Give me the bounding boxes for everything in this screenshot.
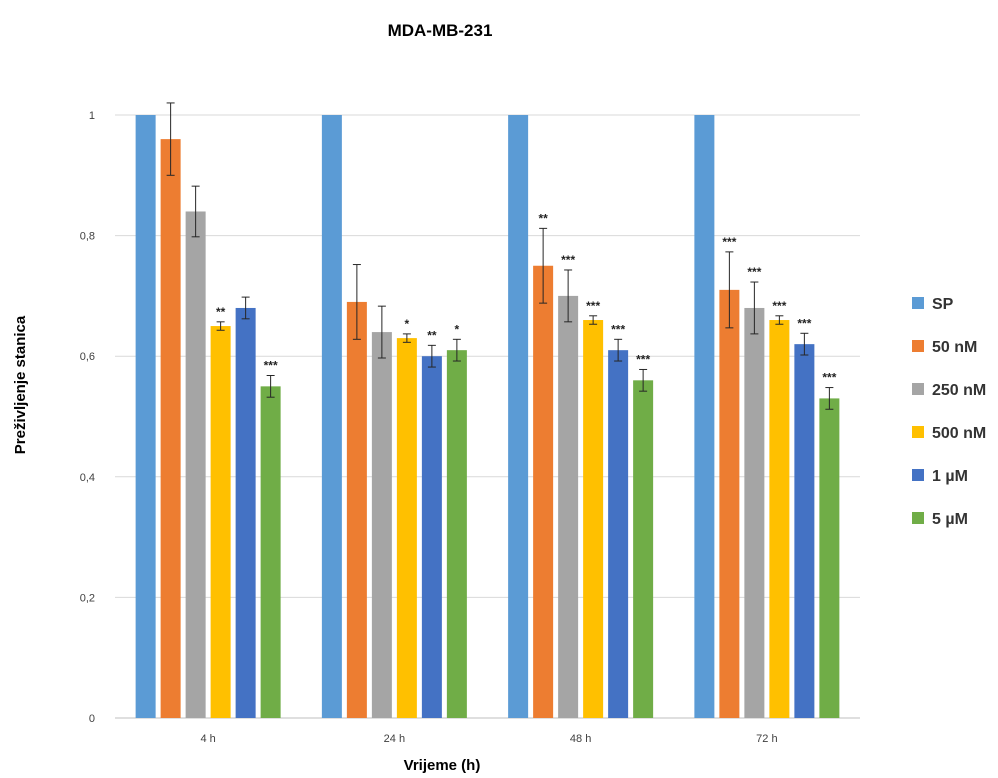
- y-axis-ticks: 0 0,2 0,4 0,6 0,8 1: [80, 110, 95, 725]
- bar: [210, 326, 231, 718]
- legend-swatch: [912, 297, 924, 309]
- bar: [396, 338, 417, 718]
- significance-label: *: [455, 322, 460, 336]
- significance-label: ***: [747, 265, 761, 279]
- legend-swatch: [912, 340, 924, 352]
- bar: [508, 115, 529, 718]
- legend-label: SP: [932, 296, 954, 313]
- significance-label: **: [216, 305, 226, 319]
- y-axis-title: Preživljenje stanica: [12, 315, 29, 454]
- significance-label: ***: [586, 299, 600, 313]
- legend-label: 50 nM: [932, 339, 977, 356]
- significance-label: ***: [822, 371, 836, 385]
- x-axis-title: Vrijeme (h): [404, 757, 481, 774]
- legend-item: 5 µM: [912, 511, 968, 528]
- bar: [633, 380, 654, 718]
- bar: [421, 356, 442, 718]
- bars: [135, 115, 840, 719]
- bar: [694, 115, 715, 718]
- x-tick-label: 48 h: [570, 733, 591, 745]
- y-tick-label: 0,4: [80, 472, 95, 484]
- bar: [719, 289, 740, 718]
- x-tick-label: 72 h: [756, 733, 777, 745]
- bar: [533, 265, 554, 718]
- legend-label: 500 nM: [932, 425, 986, 442]
- bar: [446, 350, 467, 718]
- legend-item: 250 nM: [912, 382, 986, 399]
- legend: SP 50 nM 250 nM 500 nM 1 µM 5 µM: [912, 296, 986, 528]
- y-tick-label: 0,2: [80, 592, 95, 604]
- legend-item: 50 nM: [912, 339, 977, 356]
- significance-label: ***: [561, 253, 575, 267]
- significance-label: ***: [636, 352, 650, 366]
- bar: [260, 386, 281, 718]
- significance-labels: ******** ******************************: [216, 211, 837, 384]
- y-tick-label: 1: [89, 110, 95, 122]
- bar: [160, 139, 181, 718]
- bar: [608, 350, 629, 718]
- bar: [135, 115, 156, 718]
- significance-label: ***: [611, 322, 625, 336]
- significance-label: *: [405, 317, 410, 331]
- significance-label: **: [538, 211, 548, 225]
- legend-swatch: [912, 383, 924, 395]
- x-axis-ticks: 4 h 24 h 48 h 72 h: [200, 733, 777, 745]
- significance-label: ***: [797, 316, 811, 330]
- legend-label: 250 nM: [932, 382, 986, 399]
- legend-swatch: [912, 469, 924, 481]
- significance-label: ***: [722, 235, 736, 249]
- bar: [583, 320, 604, 718]
- legend-label: 1 µM: [932, 468, 968, 485]
- bar: [185, 211, 206, 719]
- bar: [558, 295, 579, 718]
- legend-item: 1 µM: [912, 468, 968, 485]
- bar: [321, 115, 342, 718]
- legend-label: 5 µM: [932, 511, 968, 528]
- bar: [235, 307, 256, 718]
- y-tick-label: 0,6: [80, 351, 95, 363]
- bar: [794, 344, 815, 718]
- error-bars: [166, 102, 834, 410]
- bar: [744, 307, 765, 718]
- x-tick-label: 24 h: [384, 733, 405, 745]
- significance-label: ***: [264, 358, 278, 372]
- bar: [819, 398, 840, 718]
- x-tick-label: 4 h: [200, 733, 215, 745]
- bar: [346, 301, 367, 718]
- chart-title: MDA-MB-231: [388, 21, 493, 40]
- significance-label: ***: [772, 299, 786, 313]
- legend-item: 500 nM: [912, 425, 986, 442]
- legend-swatch: [912, 426, 924, 438]
- legend-swatch: [912, 512, 924, 524]
- legend-item: SP: [912, 296, 954, 313]
- y-tick-label: 0: [89, 713, 95, 725]
- bar: [371, 332, 392, 718]
- significance-label: **: [427, 328, 437, 342]
- y-tick-label: 0,8: [80, 231, 95, 243]
- bar: [769, 320, 790, 718]
